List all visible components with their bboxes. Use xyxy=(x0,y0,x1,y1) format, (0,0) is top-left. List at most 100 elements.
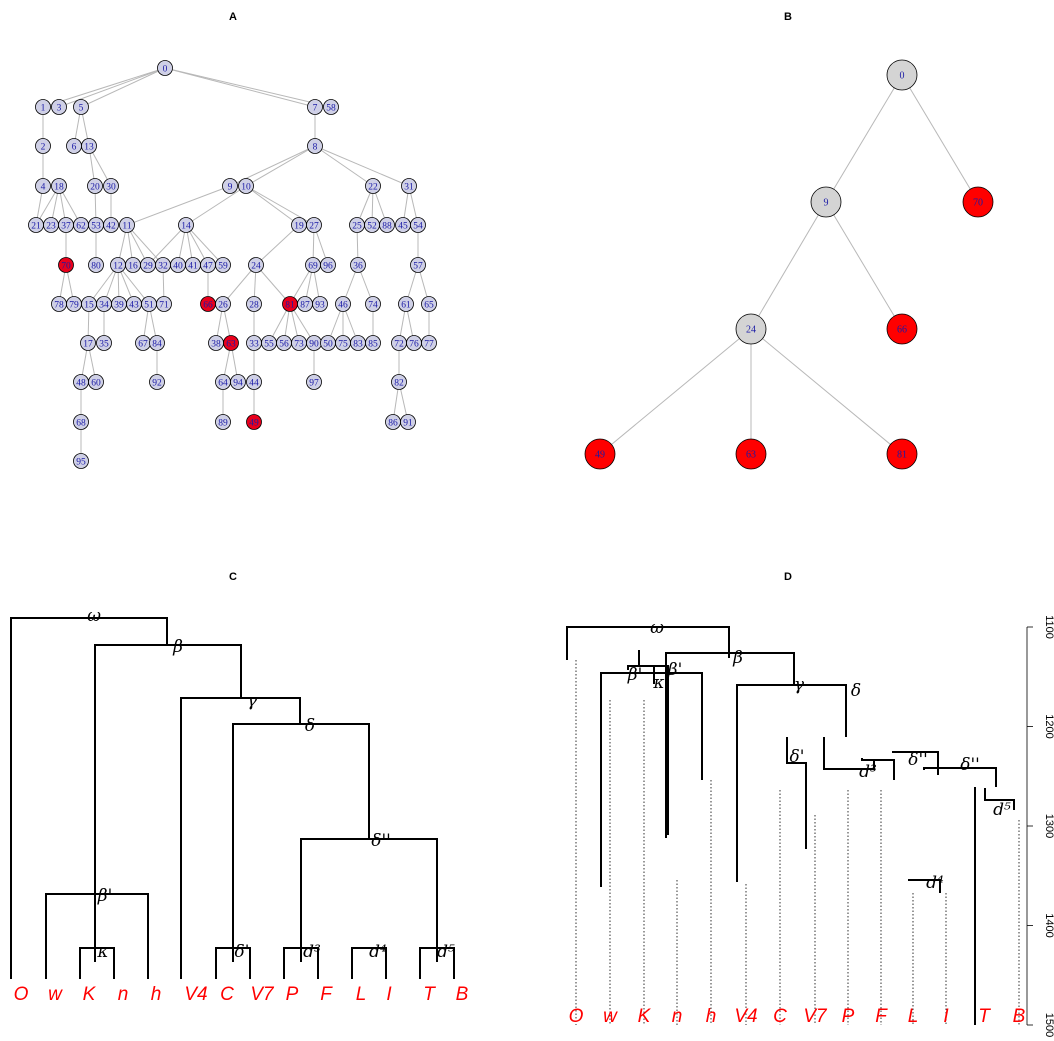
node-88: 88 xyxy=(379,217,395,233)
node-circle xyxy=(51,99,67,115)
tree-c-branch-9 xyxy=(351,947,387,979)
node-label: 5 xyxy=(79,103,84,113)
node-63: 63 xyxy=(735,438,767,470)
node-10: 10 xyxy=(238,178,254,194)
node-label: 90 xyxy=(309,339,319,349)
node-71: 71 xyxy=(156,296,172,312)
node-circle xyxy=(312,296,328,312)
node-label: 95 xyxy=(76,457,86,467)
panel-title-d: D xyxy=(784,571,792,583)
node-circle xyxy=(421,296,437,312)
node-label: 8 xyxy=(313,142,318,152)
node-89: 89 xyxy=(215,414,231,430)
node-43: 43 xyxy=(126,296,142,312)
tree-c-leaf-h: h xyxy=(151,984,162,1005)
node-label: 55 xyxy=(264,339,274,349)
tree-c-leaf-P: P xyxy=(286,984,299,1005)
tree-c-branch-3 xyxy=(232,723,370,962)
node-label: 64 xyxy=(218,378,228,388)
node-label: 96 xyxy=(323,261,333,271)
node-label: 37 xyxy=(61,221,71,231)
node-circle xyxy=(400,414,416,430)
node-27: 27 xyxy=(306,217,322,233)
node-label: 60 xyxy=(91,378,101,388)
node-label: 54 xyxy=(413,221,423,231)
node-4: 4 xyxy=(35,178,51,194)
node-label: 16 xyxy=(128,261,138,271)
node-11: 11 xyxy=(119,217,135,233)
node-78: 78 xyxy=(51,296,67,312)
node-label: 38 xyxy=(211,339,221,349)
node-label: 49 xyxy=(595,450,605,461)
tree-c-branch-5 xyxy=(45,893,149,979)
node-60: 60 xyxy=(88,374,104,390)
node-circle xyxy=(119,217,135,233)
node-label: 81 xyxy=(285,300,295,310)
tree-c-node-label: ω xyxy=(87,606,101,626)
tree-c-node-label: d⁵ xyxy=(437,942,455,962)
tree-d-leaf-P: P xyxy=(842,1006,855,1027)
tree-c-leaf-T: T xyxy=(423,984,436,1005)
node-38: 38 xyxy=(208,335,224,351)
node-74: 74 xyxy=(365,296,381,312)
edge-0-7 xyxy=(164,67,316,108)
node-19: 19 xyxy=(291,217,307,233)
node-92: 92 xyxy=(149,374,165,390)
node-label: 51 xyxy=(144,300,154,310)
node-14: 14 xyxy=(178,217,194,233)
node-59: 59 xyxy=(215,257,231,273)
node-3: 3 xyxy=(51,99,67,115)
node-label: 14 xyxy=(181,221,191,231)
tree-c-branch-2 xyxy=(180,697,301,979)
node-67: 67 xyxy=(135,335,151,351)
node-84: 84 xyxy=(149,335,165,351)
node-circle xyxy=(80,335,96,351)
node-label: 25 xyxy=(352,221,362,231)
node-24: 24 xyxy=(248,257,264,273)
edge-9-24 xyxy=(750,201,827,330)
node-85: 85 xyxy=(365,335,381,351)
node-61: 61 xyxy=(398,296,414,312)
node-64: 64 xyxy=(215,374,231,390)
node-circle xyxy=(335,296,351,312)
tree-d-branch-0 xyxy=(566,626,730,660)
tree-c-branch-8 xyxy=(283,947,319,979)
edge-9-66 xyxy=(825,201,903,330)
node-75: 75 xyxy=(335,335,351,351)
node-label: 22 xyxy=(368,182,378,192)
node-label: 77 xyxy=(424,339,434,349)
tree-d-leaf-B: B xyxy=(1013,1006,1026,1027)
axis-d-tick-label: 1400 xyxy=(1043,913,1054,937)
node-label: 21 xyxy=(31,221,41,231)
edge-14-59 xyxy=(185,224,224,266)
edge-24-26 xyxy=(222,264,257,305)
node-circle xyxy=(391,374,407,390)
edge-12-15 xyxy=(88,264,119,305)
node-label: 0 xyxy=(163,64,168,74)
tree-d-branch-11 xyxy=(984,788,1015,810)
node-circle xyxy=(886,313,918,345)
node-label: 36 xyxy=(353,261,363,271)
node-circle xyxy=(35,99,51,115)
node-label: 53 xyxy=(91,221,101,231)
node-label: 69 xyxy=(308,261,318,271)
node-circle xyxy=(584,438,616,470)
edge-8-10 xyxy=(245,145,316,187)
node-circle xyxy=(410,217,426,233)
node-label: 32 xyxy=(158,261,168,271)
panel-title-a: A xyxy=(229,11,237,23)
node-circle xyxy=(886,438,918,470)
tree-d-leaf-O: O xyxy=(569,1006,584,1027)
tree-d-leaf-C: C xyxy=(773,1006,787,1027)
tree-c-leaf-V7: V7 xyxy=(250,984,275,1005)
node-circle xyxy=(35,138,51,154)
tree-c-leaf-V4: V4 xyxy=(184,984,207,1005)
node-96: 96 xyxy=(320,257,336,273)
node-label: 86 xyxy=(388,418,398,428)
node-label: 68 xyxy=(76,418,86,428)
node-label: 31 xyxy=(404,182,414,192)
node-69: 69 xyxy=(305,257,321,273)
node-label: 41 xyxy=(188,261,198,271)
node-circle xyxy=(157,60,173,76)
